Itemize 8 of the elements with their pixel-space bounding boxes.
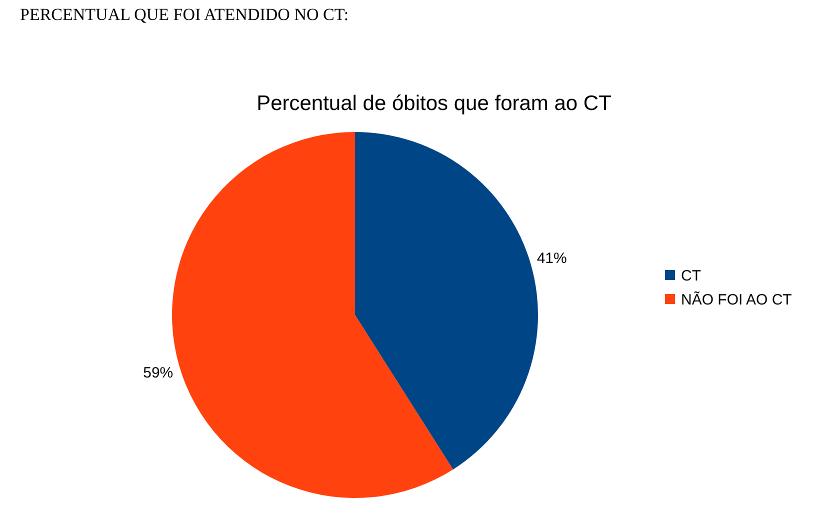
data-label: 41%	[536, 250, 567, 268]
pie-slice	[172, 132, 454, 498]
legend-label: CT	[681, 267, 701, 284]
data-label: 59%	[143, 364, 174, 382]
pie-slice	[355, 132, 538, 470]
chart-title: Percentual de óbitos que foram ao CT	[256, 92, 612, 115]
legend-label: NÃO FOI AO CT	[681, 290, 792, 308]
text: PERCENTUAL QUE FOI ATENDIDO NO CT:	[20, 5, 349, 24]
